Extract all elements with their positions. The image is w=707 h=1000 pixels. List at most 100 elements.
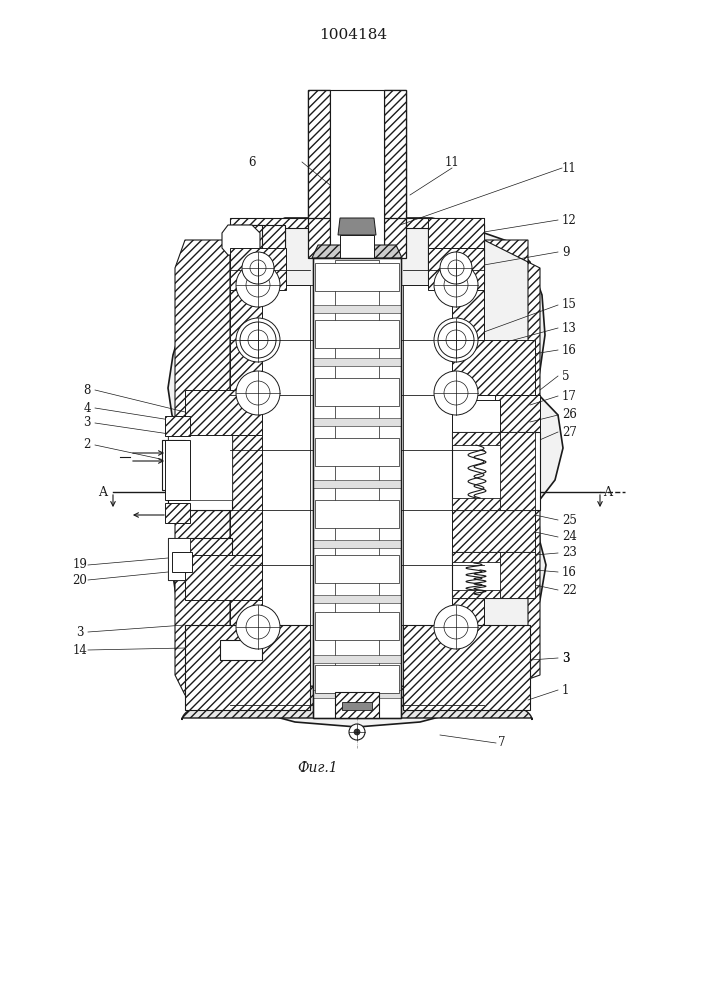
Polygon shape — [185, 625, 310, 710]
Text: 22: 22 — [562, 584, 577, 596]
Polygon shape — [230, 218, 484, 228]
Circle shape — [236, 263, 280, 307]
Text: 12: 12 — [562, 214, 577, 227]
Polygon shape — [403, 625, 530, 710]
Text: 15: 15 — [562, 298, 577, 312]
Polygon shape — [165, 440, 190, 500]
Polygon shape — [308, 90, 330, 218]
Polygon shape — [452, 400, 500, 510]
Polygon shape — [313, 358, 401, 366]
Polygon shape — [168, 218, 563, 727]
Polygon shape — [452, 285, 484, 705]
Polygon shape — [315, 320, 399, 348]
Polygon shape — [220, 640, 262, 660]
Polygon shape — [500, 432, 535, 510]
Polygon shape — [315, 665, 399, 693]
Text: 13: 13 — [562, 322, 577, 334]
Circle shape — [250, 260, 266, 276]
Polygon shape — [222, 225, 260, 255]
Text: 11: 11 — [445, 155, 460, 168]
Polygon shape — [165, 416, 190, 436]
Circle shape — [240, 322, 276, 358]
Polygon shape — [315, 612, 399, 640]
Polygon shape — [384, 90, 406, 258]
Circle shape — [236, 605, 280, 649]
Polygon shape — [308, 90, 330, 258]
Polygon shape — [452, 552, 500, 562]
Polygon shape — [484, 240, 540, 695]
Polygon shape — [230, 285, 310, 705]
Text: 3: 3 — [562, 652, 570, 664]
Polygon shape — [452, 395, 540, 510]
Polygon shape — [313, 595, 401, 603]
Text: 27: 27 — [562, 426, 577, 438]
Polygon shape — [428, 248, 484, 290]
Polygon shape — [185, 555, 262, 600]
Circle shape — [444, 273, 468, 297]
Polygon shape — [313, 540, 401, 548]
Polygon shape — [230, 248, 286, 290]
Polygon shape — [335, 692, 379, 718]
Text: 5: 5 — [562, 369, 570, 382]
Polygon shape — [500, 552, 535, 598]
Text: A: A — [604, 486, 612, 498]
Text: 1004184: 1004184 — [319, 28, 387, 42]
Circle shape — [246, 273, 270, 297]
Circle shape — [248, 330, 268, 350]
Polygon shape — [168, 538, 232, 580]
Circle shape — [242, 252, 274, 284]
Polygon shape — [315, 438, 399, 466]
Text: 16: 16 — [562, 566, 577, 578]
Polygon shape — [313, 655, 401, 663]
Text: 1: 1 — [562, 684, 569, 696]
Polygon shape — [168, 420, 232, 510]
Text: 3: 3 — [83, 416, 90, 430]
Text: 26: 26 — [562, 408, 577, 422]
Circle shape — [446, 330, 466, 350]
Text: 23: 23 — [562, 546, 577, 560]
Polygon shape — [182, 685, 532, 720]
Polygon shape — [168, 430, 232, 500]
Polygon shape — [315, 378, 399, 406]
Circle shape — [236, 371, 280, 415]
Polygon shape — [452, 498, 500, 510]
Circle shape — [349, 724, 365, 740]
Circle shape — [236, 318, 280, 362]
Text: Фиг.1: Фиг.1 — [298, 761, 339, 775]
Polygon shape — [428, 218, 484, 248]
Text: 8: 8 — [83, 383, 90, 396]
Polygon shape — [168, 538, 190, 580]
Polygon shape — [340, 235, 374, 258]
Polygon shape — [403, 285, 484, 705]
Polygon shape — [313, 418, 401, 426]
Polygon shape — [160, 135, 555, 755]
Polygon shape — [175, 240, 230, 695]
Polygon shape — [313, 258, 401, 718]
Circle shape — [434, 371, 478, 415]
Polygon shape — [162, 440, 185, 490]
Polygon shape — [452, 432, 500, 445]
Polygon shape — [168, 475, 232, 510]
Circle shape — [434, 605, 478, 649]
Text: A: A — [98, 486, 107, 498]
Text: 20: 20 — [73, 574, 88, 586]
Polygon shape — [315, 500, 399, 528]
Circle shape — [246, 615, 270, 639]
Circle shape — [246, 381, 270, 405]
Polygon shape — [230, 285, 262, 705]
Polygon shape — [428, 225, 484, 270]
Polygon shape — [452, 552, 535, 598]
Polygon shape — [452, 340, 535, 395]
Polygon shape — [315, 555, 399, 583]
Text: 7: 7 — [498, 736, 506, 750]
Polygon shape — [315, 263, 399, 291]
Circle shape — [448, 260, 464, 276]
Circle shape — [444, 381, 468, 405]
Polygon shape — [313, 480, 401, 488]
Text: 19: 19 — [73, 558, 88, 572]
Text: 4: 4 — [83, 401, 90, 414]
Polygon shape — [384, 90, 406, 218]
Polygon shape — [313, 305, 401, 313]
Polygon shape — [172, 552, 192, 572]
Polygon shape — [185, 390, 262, 435]
